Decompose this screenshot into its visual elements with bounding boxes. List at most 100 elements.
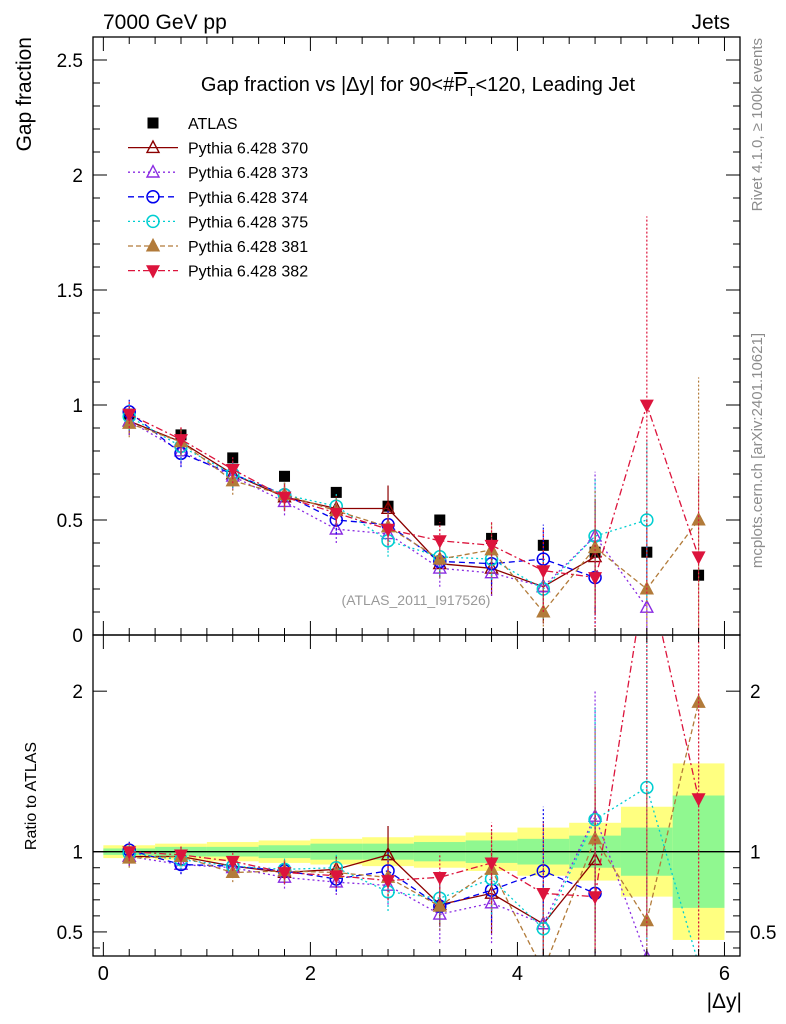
data-point bbox=[434, 514, 446, 526]
series-line bbox=[128, 402, 700, 579]
header-analysis-label: Jets bbox=[691, 11, 730, 34]
data-point bbox=[432, 906, 447, 920]
data-point bbox=[432, 535, 447, 549]
legend-item: Pythia 6.428 370 bbox=[128, 139, 308, 158]
series-line bbox=[129, 854, 596, 925]
x-tick-label: 0 bbox=[98, 963, 109, 985]
data-point bbox=[484, 857, 499, 871]
main-plot-area bbox=[122, 216, 706, 635]
ratio-y-tick-label: 2 bbox=[72, 682, 83, 703]
data-point bbox=[693, 569, 705, 581]
data-point bbox=[122, 408, 137, 423]
legend-marker bbox=[145, 237, 161, 252]
data-point bbox=[639, 912, 654, 927]
side-mcplots-label: mcplots.cern.ch [arXiv:2401.10621] bbox=[749, 333, 766, 568]
y-tick-label: 1 bbox=[72, 396, 83, 417]
legend-item: Pythia 6.428 375 bbox=[128, 214, 308, 231]
series-pythia-6-428-381 bbox=[122, 635, 706, 975]
series-pythia-6-428-375 bbox=[122, 635, 705, 970]
data-point bbox=[588, 891, 603, 905]
data-point bbox=[225, 464, 240, 478]
data-point bbox=[691, 793, 706, 807]
y-tick-label: 2.5 bbox=[57, 51, 83, 72]
legend-label: Pythia 6.428 373 bbox=[188, 165, 308, 182]
legend-marker bbox=[146, 214, 160, 229]
y-tick-label: 0 bbox=[72, 626, 83, 647]
data-point bbox=[279, 470, 291, 482]
data-point bbox=[225, 855, 240, 870]
ratio-y-tick-label-right: 2 bbox=[750, 682, 761, 703]
data-point bbox=[330, 486, 342, 498]
ratio-y-tick-label: 1 bbox=[72, 843, 83, 864]
legend-marker bbox=[147, 117, 159, 129]
data-point bbox=[484, 564, 499, 579]
data-point bbox=[381, 523, 396, 538]
title-pt-symbol: P bbox=[454, 74, 467, 96]
legend-item: Pythia 6.428 374 bbox=[128, 190, 308, 207]
ratio-y-tick-label: 0.5 bbox=[57, 923, 83, 944]
legend-label: Pythia 6.428 375 bbox=[188, 214, 308, 231]
data-point bbox=[484, 539, 499, 554]
legend: ATLAS Pythia 6.428 370 Pythia 6.428 373 Pyt… bbox=[128, 116, 308, 281]
series-line bbox=[129, 786, 697, 956]
series-line bbox=[129, 702, 700, 956]
data-point bbox=[691, 551, 706, 565]
title-suffix: <120, Leading Jet bbox=[476, 74, 636, 96]
data-point bbox=[536, 565, 551, 579]
y-tick-label: 2 bbox=[72, 166, 83, 187]
ratio-uncertainty-band bbox=[93, 763, 740, 940]
data-point bbox=[329, 507, 344, 521]
data-point bbox=[639, 399, 654, 413]
series-line bbox=[128, 411, 596, 579]
data-point bbox=[693, 958, 705, 970]
legend-item: ATLAS bbox=[147, 116, 238, 133]
legend-label: Pythia 6.428 370 bbox=[188, 141, 308, 158]
data-point bbox=[173, 434, 188, 448]
data-point bbox=[225, 472, 240, 487]
data-point bbox=[536, 888, 551, 902]
legend-marker bbox=[145, 139, 161, 154]
x-tick-label: 6 bbox=[719, 963, 730, 985]
legend-label: Pythia 6.428 382 bbox=[188, 264, 308, 281]
header-collision-label: 7000 GeV pp bbox=[103, 11, 227, 34]
series-line bbox=[129, 422, 700, 614]
x-tick-label: 2 bbox=[305, 963, 316, 985]
legend-item: Pythia 6.428 382 bbox=[128, 264, 308, 281]
x-axis-label: |Δy| bbox=[707, 990, 742, 1013]
side-rivet-label: Rivet 4.1.0, ≥ 100k events bbox=[749, 38, 766, 211]
ratio-y-axis-label: Ratio to ATLAS bbox=[23, 742, 40, 850]
legend-label: Pythia 6.428 381 bbox=[188, 239, 308, 256]
title-pt-subscript: T bbox=[468, 84, 476, 99]
data-point bbox=[537, 964, 549, 975]
series-pythia-6-428-374 bbox=[122, 398, 602, 624]
main-y-axis-label: Gap fraction bbox=[13, 37, 36, 151]
legend-item: Pythia 6.428 373 bbox=[128, 164, 308, 182]
data-point bbox=[329, 870, 344, 884]
series-line bbox=[128, 420, 596, 588]
main-plot-title: Gap fraction vs |Δy| for 90<#PT<120, Lea… bbox=[201, 74, 636, 99]
ratio-plot-area bbox=[122, 635, 706, 975]
legend-marker bbox=[146, 265, 160, 279]
data-point bbox=[277, 491, 292, 505]
title-prefix: Gap fraction vs |Δy| for 90<# bbox=[201, 74, 455, 96]
legend-marker bbox=[146, 190, 160, 204]
data-point bbox=[536, 921, 551, 936]
ratio-frame bbox=[92, 634, 741, 957]
legend-item: Pythia 6.428 381 bbox=[128, 237, 308, 256]
y-tick-label: 1.5 bbox=[57, 281, 83, 302]
series-pythia-6-428-382 bbox=[122, 635, 706, 956]
data-point bbox=[173, 849, 188, 863]
series-line bbox=[129, 635, 700, 898]
main-panel: 0 0.5 1 1.5 2 2.5 Gap fraction Gap fraction v… bbox=[13, 36, 741, 647]
data-point bbox=[432, 871, 447, 886]
y-tick-label: 0.5 bbox=[57, 511, 83, 532]
data-point bbox=[225, 864, 240, 879]
legend-marker bbox=[145, 164, 161, 178]
data-point bbox=[691, 511, 706, 526]
data-point bbox=[277, 867, 292, 881]
data-point bbox=[122, 846, 137, 860]
data-point bbox=[329, 521, 344, 535]
series-pythia-6-428-382 bbox=[122, 216, 706, 635]
data-point bbox=[588, 572, 603, 586]
x-axis: 0 2 4 6 bbox=[98, 37, 730, 985]
